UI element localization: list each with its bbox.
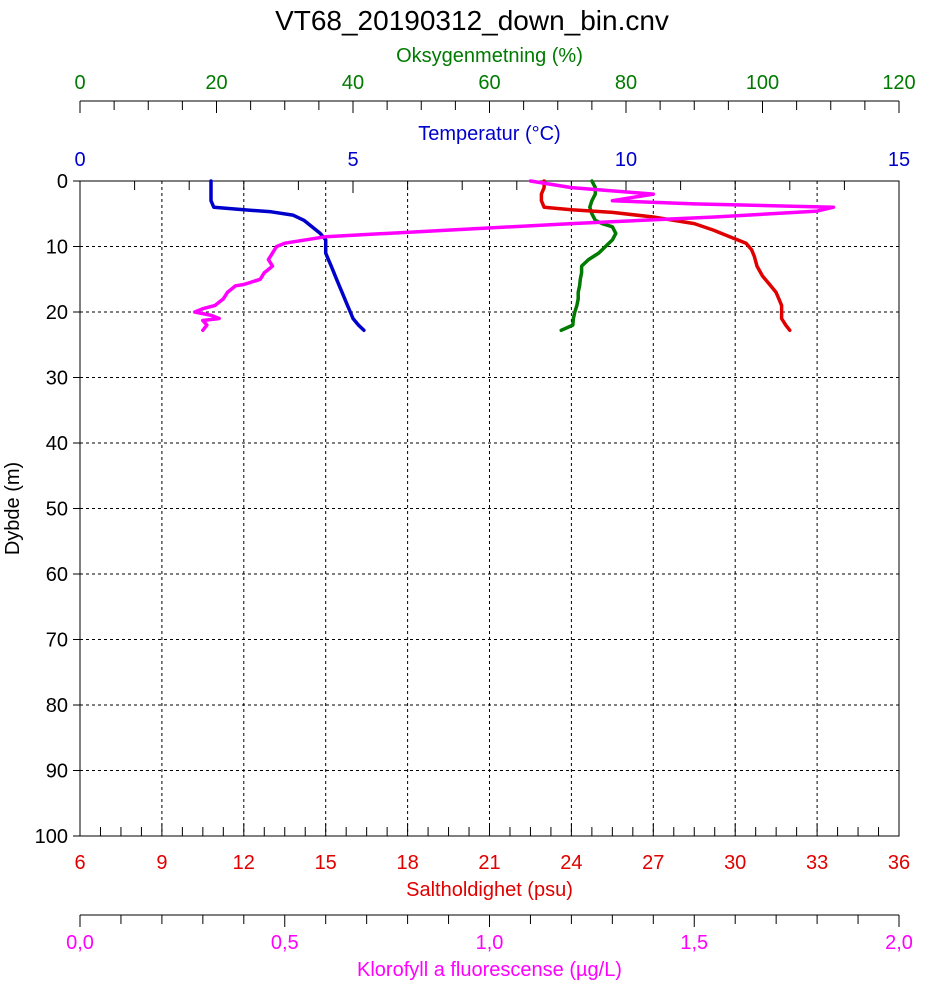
fluorescence-axis-tick-label: 1,5 bbox=[680, 932, 708, 954]
salinity-axis-tick-label: 6 bbox=[74, 852, 85, 874]
depth-tick-label: 80 bbox=[46, 695, 68, 717]
salinity-axis-title: Saltholdighet (psu) bbox=[406, 879, 573, 901]
oxygen-axis-tick-label: 120 bbox=[882, 72, 915, 94]
fluorescence-axis-title: Klorofyll a fluorescense (µg/L) bbox=[357, 959, 622, 981]
salinity-axis-tick-label: 27 bbox=[642, 852, 664, 874]
oxygen-axis-tick-label: 60 bbox=[478, 72, 500, 94]
depth-tick-label: 60 bbox=[46, 564, 68, 586]
temperature-axis-tick-label: 10 bbox=[615, 149, 637, 171]
series-lines bbox=[192, 179, 836, 333]
salinity-axis-tick-label: 9 bbox=[156, 852, 167, 874]
fluorescence-axis-tick-label: 1,0 bbox=[476, 932, 504, 954]
temperature-axis-tick-label: 5 bbox=[347, 149, 358, 171]
oxygen-axis-tick-label: 80 bbox=[615, 72, 637, 94]
depth-tick-label: 40 bbox=[46, 433, 68, 455]
salinity-axis-tick-label: 24 bbox=[560, 852, 582, 874]
salinity-axis-tick-label: 18 bbox=[396, 852, 418, 874]
chart-title: VT68_20190312_down_bin.cnv bbox=[275, 5, 669, 36]
salinity-axis-tick-label: 36 bbox=[888, 852, 910, 874]
depth-tick-label: 70 bbox=[46, 630, 68, 652]
temperature-profile-line bbox=[209, 179, 366, 333]
temperature-axis-tick-label: 15 bbox=[888, 149, 910, 171]
oxygen-axis-title: Oksygenmetning (%) bbox=[396, 45, 583, 67]
salinity-axis-tick-label: 33 bbox=[806, 852, 828, 874]
oxygen-axis-tick-label: 100 bbox=[746, 72, 779, 94]
oxygen-axis-tick-label: 40 bbox=[342, 72, 364, 94]
fluorescence-axis-tick-label: 0,5 bbox=[271, 932, 299, 954]
salinity-axis-tick-label: 12 bbox=[233, 852, 255, 874]
oxygen-profile-line bbox=[559, 179, 618, 333]
depth-tick-label: 20 bbox=[46, 302, 68, 324]
depth-tick-label: 50 bbox=[46, 499, 68, 521]
salinity-profile-line bbox=[539, 179, 792, 333]
oxygen-axis-tick-label: 0 bbox=[74, 72, 85, 94]
grid bbox=[80, 181, 899, 836]
depth-tick-label: 30 bbox=[46, 368, 68, 390]
fluorescence-profile-line bbox=[192, 179, 836, 333]
salinity-axis-tick-label: 15 bbox=[315, 852, 337, 874]
depth-tick-label: 90 bbox=[46, 761, 68, 783]
salinity-axis-tick-label: 30 bbox=[724, 852, 746, 874]
depth-axis-label: Dybde (m) bbox=[2, 462, 24, 555]
temperature-axis-title: Temperatur (°C) bbox=[418, 123, 560, 145]
fluorescence-axis-tick-label: 2,0 bbox=[885, 932, 913, 954]
depth-tick-label: 10 bbox=[46, 237, 68, 259]
depth-tick-label: 100 bbox=[35, 826, 68, 848]
temperature-axis-tick-label: 0 bbox=[74, 149, 85, 171]
salinity-axis-tick-label: 21 bbox=[478, 852, 500, 874]
depth-tick-label: 0 bbox=[57, 171, 68, 193]
oxygen-axis-tick-label: 20 bbox=[205, 72, 227, 94]
fluorescence-axis-tick-label: 0,0 bbox=[66, 932, 94, 954]
